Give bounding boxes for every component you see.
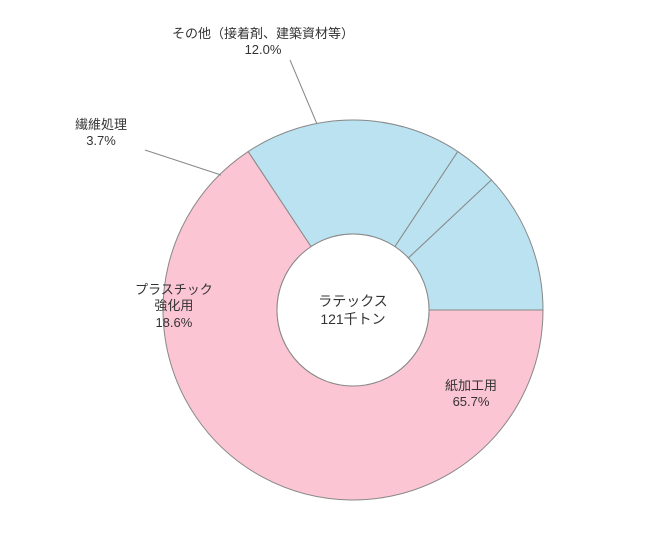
- slice-label: 繊維処理3.7%: [75, 117, 127, 150]
- slice-label-line: 繊維処理: [75, 117, 127, 132]
- center-label: ラテックス 121千トン: [313, 292, 393, 328]
- donut-chart: ラテックス 121千トン 紙加工用65.7% プラスチック強化用 18.6% 繊維処理…: [0, 0, 648, 552]
- leader-line: [290, 60, 317, 124]
- slice-label: プラスチック強化用 18.6%: [135, 282, 213, 331]
- donut-svg: [0, 0, 648, 552]
- slice-label-line: プラスチック: [135, 282, 213, 297]
- slice-label: その他（接着剤、建築資材等）12.0%: [172, 26, 354, 59]
- leader-line: [145, 150, 221, 175]
- slice-pct: 65.7%: [453, 394, 490, 409]
- slice-pct: 3.7%: [86, 133, 116, 148]
- slice-label-line: その他（接着剤、建築資材等）: [172, 26, 354, 41]
- slice-pct: 12.0%: [245, 42, 282, 57]
- slice-label: 紙加工用65.7%: [445, 378, 497, 411]
- slice-label-line: 強化用: [154, 298, 193, 313]
- slice-pct: 18.6%: [155, 315, 192, 330]
- slice-label-line: 紙加工用: [445, 378, 497, 393]
- center-label-line2: 121千トン: [320, 311, 385, 327]
- center-label-line1: ラテックス: [318, 293, 388, 309]
